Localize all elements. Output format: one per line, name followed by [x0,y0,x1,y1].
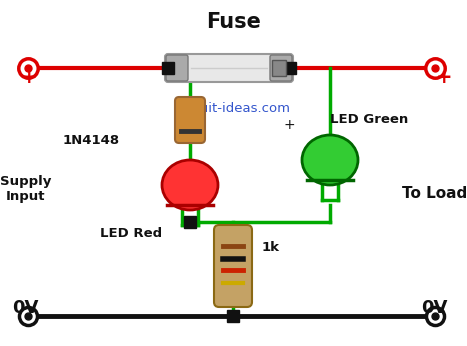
Text: circuit-ideas.com: circuit-ideas.com [177,102,290,116]
Text: 0V: 0V [13,299,39,317]
Text: Fuse: Fuse [206,12,261,33]
Text: 0V: 0V [421,299,447,317]
Text: +: + [284,118,295,131]
FancyBboxPatch shape [175,97,205,143]
Text: +: + [21,69,37,87]
FancyBboxPatch shape [272,60,286,76]
FancyBboxPatch shape [214,225,252,307]
FancyBboxPatch shape [166,55,188,81]
Text: +: + [167,182,178,195]
Text: Supply
Input: Supply Input [0,175,51,202]
Text: To Load: To Load [402,186,467,201]
Text: LED Green: LED Green [330,113,408,126]
Text: LED Red: LED Red [99,227,162,240]
FancyBboxPatch shape [165,54,293,82]
Ellipse shape [302,135,358,185]
Text: +: + [435,69,452,87]
Text: 1k: 1k [262,241,280,254]
FancyBboxPatch shape [270,55,292,81]
Ellipse shape [162,160,218,210]
Text: 1N4148: 1N4148 [63,134,120,147]
